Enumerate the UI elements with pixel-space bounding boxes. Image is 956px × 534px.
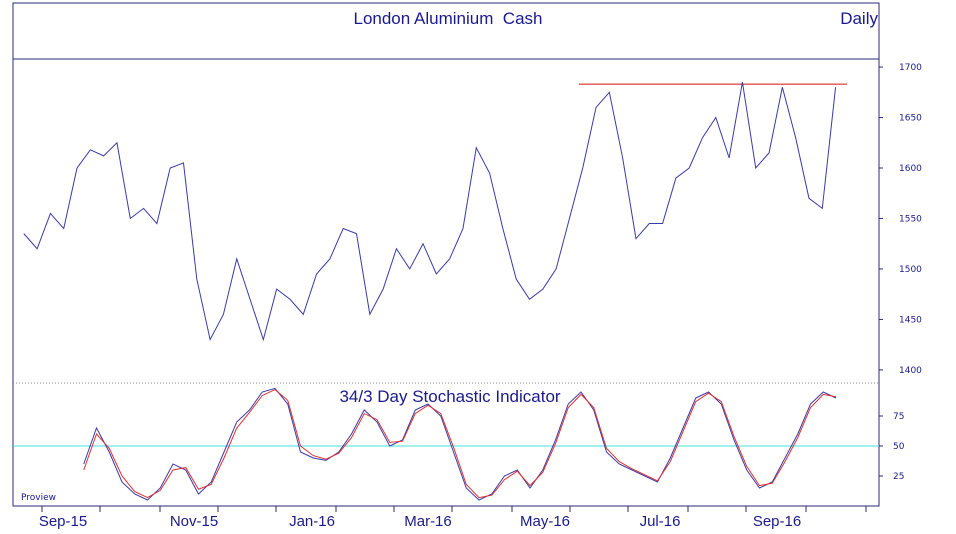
x-tick-label: Mar-16 [404, 513, 452, 530]
frequency-label: Daily [840, 9, 878, 28]
chart-frame [12, 2, 880, 507]
price-series-line [23, 82, 837, 342]
price-y-tick-label: 1650 [899, 114, 922, 124]
price-y-tick-label: 1450 [899, 315, 922, 325]
x-tick-label: Jan-16 [289, 513, 335, 530]
price-panel: 1400 1450 1500 1550 1600 1650 1700 [23, 63, 922, 376]
x-tick-label: Nov-15 [170, 513, 218, 530]
x-tick-label: May-16 [520, 513, 570, 530]
stochastic-title: 34/3 Day Stochastic Indicator [339, 387, 560, 406]
stochastic-panel: 25 50 75 [13, 387, 905, 501]
stochastic-y-tick-label: 75 [893, 412, 904, 422]
price-y-tick-label: 1550 [899, 214, 922, 224]
price-y-tick-label: 1400 [899, 366, 922, 376]
x-axis: Sep-15 Nov-15 Jan-16 Mar-16 May-16 Jul-16 Sep-… [39, 506, 867, 530]
x-tick-label: Sep-15 [39, 513, 87, 530]
price-y-tick-label: 1600 [899, 164, 922, 174]
x-tick-label: Sep-16 [753, 513, 801, 530]
stochastic-d-line [83, 389, 837, 499]
x-tick-label: Jul-16 [640, 513, 681, 530]
stochastic-y-tick-label: 25 [893, 472, 904, 482]
price-y-tick-label: 1700 [899, 63, 922, 73]
chart-title: London Aluminium Cash [353, 9, 542, 28]
price-y-tick-label: 1500 [899, 265, 922, 275]
watermark: Proview [21, 493, 56, 503]
stochastic-y-tick-label: 50 [893, 442, 905, 452]
stochastic-k-line [83, 387, 837, 501]
